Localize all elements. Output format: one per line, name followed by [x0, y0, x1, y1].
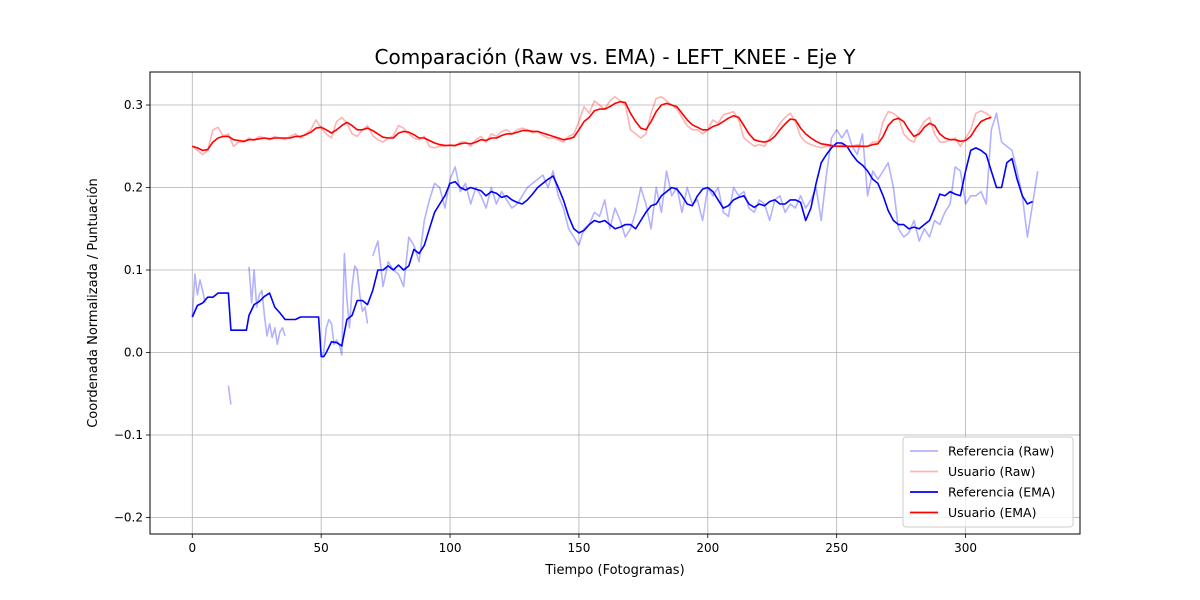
x-tick-label: 250 — [825, 541, 848, 555]
x-tick-label: 300 — [954, 541, 977, 555]
x-tick-label: 50 — [314, 541, 329, 555]
legend-label: Usuario (Raw) — [948, 464, 1036, 479]
x-tick-label: 200 — [696, 541, 719, 555]
x-tick-label: 150 — [567, 541, 590, 555]
chart-legend: Referencia (Raw) Usuario (Raw) Referencia … — [903, 437, 1073, 527]
y-tick-label: −0.1 — [114, 428, 143, 442]
legend-label: Referencia (Raw) — [948, 444, 1054, 459]
x-tick-label: 0 — [188, 541, 196, 555]
legend-label: Referencia (EMA) — [948, 485, 1055, 500]
y-tick-label: 0.2 — [124, 181, 143, 195]
legend-label: Usuario (EMA) — [948, 505, 1036, 520]
y-axis-label: Coordenada Normalizada / Puntuación — [86, 178, 101, 428]
y-tick-label: 0.3 — [124, 98, 143, 112]
chart-title: Comparación (Raw vs. EMA) - LEFT_KNEE - … — [375, 45, 857, 69]
y-tick-label: 0.1 — [124, 263, 143, 277]
x-tick-label: 100 — [439, 541, 462, 555]
y-tick-label: 0.0 — [124, 346, 143, 360]
x-axis-label: Tiempo (Fotogramas) — [544, 563, 684, 578]
y-tick-label: −0.2 — [114, 511, 143, 525]
